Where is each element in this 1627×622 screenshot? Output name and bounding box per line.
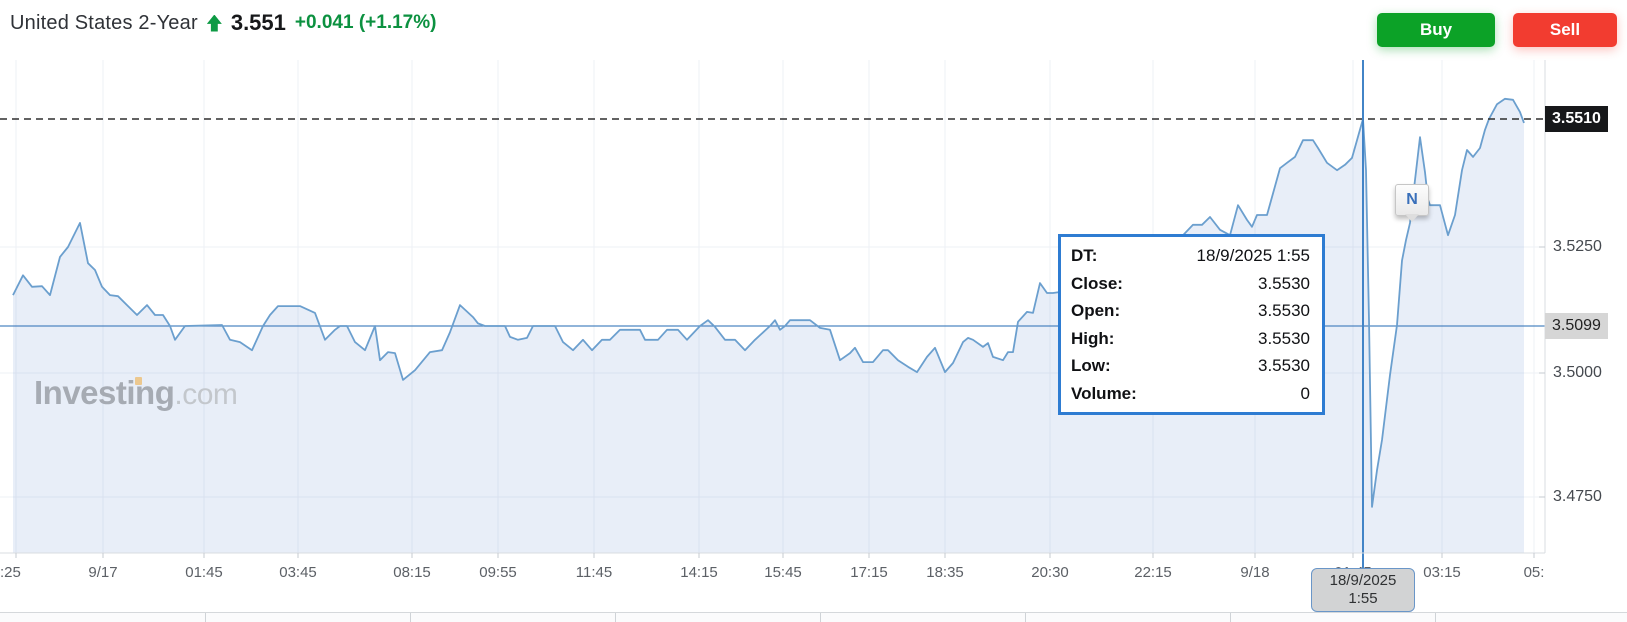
x-axis-label: 9/17 — [88, 564, 118, 581]
x-axis-label: 08:15 — [393, 564, 431, 581]
strip-divider — [1230, 613, 1231, 622]
tooltip-row: High: 3.5530 — [1071, 325, 1310, 352]
x-axis-label: 17:15 — [850, 564, 888, 581]
x-axis-label: 15:45 — [764, 564, 802, 581]
x-axis-label: 01:45 — [185, 564, 223, 581]
news-marker[interactable]: N — [1395, 184, 1429, 222]
y-axis-label: 3.5000 — [1553, 364, 1602, 381]
prev-close-badge: 3.5099 — [1545, 313, 1608, 339]
tooltip-value: 3.5530 — [1258, 273, 1310, 293]
x-axis-label: 03:15 — [1423, 564, 1461, 581]
x-axis-label: 9/18 — [1240, 564, 1270, 581]
strip-divider — [1435, 613, 1436, 622]
x-axis-label: 05: — [1523, 564, 1545, 581]
crosshair-date: 18/9/2025 — [1329, 572, 1397, 589]
x-axis-label: 14:15 — [680, 564, 718, 581]
tooltip-label: Volume: — [1071, 383, 1137, 403]
x-axis-label: 18:35 — [926, 564, 964, 581]
watermark-dot — [135, 377, 142, 385]
x-axis-label: 20:30 — [1031, 564, 1069, 581]
tooltip-value: 18/9/2025 1:55 — [1196, 246, 1310, 266]
sell-button[interactable]: Sell — [1513, 13, 1617, 47]
y-axis-label: 3.4750 — [1553, 488, 1602, 505]
watermark-suffix: .com — [174, 378, 238, 411]
tooltip-label: Open: — [1071, 301, 1121, 321]
tooltip-row: DT: 18/9/2025 1:55 — [1071, 242, 1310, 269]
tooltip-label: DT: — [1071, 246, 1098, 266]
y-axis-label: 3.5250 — [1553, 238, 1602, 255]
investing-watermark: Investing.com — [34, 374, 238, 412]
tooltip-label: Close: — [1071, 273, 1123, 293]
buy-button[interactable]: Buy — [1377, 13, 1495, 47]
tooltip-row: Close: 3.5530 — [1071, 270, 1310, 297]
x-axis-label: :25 — [0, 564, 21, 581]
tooltip-value: 3.5530 — [1258, 356, 1310, 376]
x-axis-label: 03:45 — [279, 564, 317, 581]
tooltip-row: Volume: 0 — [1071, 380, 1310, 407]
crosshair-time: 1:55 — [1348, 590, 1378, 607]
x-axis-label: 09:55 — [479, 564, 517, 581]
tooltip-label: Low: — [1071, 356, 1111, 376]
watermark-brand: Investing — [34, 374, 175, 411]
tooltip-value: 3.5530 — [1258, 328, 1310, 348]
bottom-strip — [0, 612, 1627, 622]
tooltip-row: Low: 3.5530 — [1071, 352, 1310, 379]
strip-divider — [820, 613, 821, 622]
crosshair-time-label: 18/9/2025 1:55 — [1311, 568, 1415, 612]
last-price: 3.551 — [230, 10, 286, 35]
strip-divider — [615, 613, 616, 622]
tooltip-label: High: — [1071, 328, 1115, 348]
strip-divider — [410, 613, 411, 622]
strip-divider — [1025, 613, 1026, 622]
area-fill — [13, 98, 1524, 554]
page-title: United States 2-Year — [10, 11, 198, 34]
x-axis-label: 22:15 — [1134, 564, 1172, 581]
instrument-summary: United States 2-Year 3.551 +0.041 (+1.17… — [10, 10, 436, 36]
price-change: +0.041 (+1.17%) — [294, 12, 437, 33]
tooltip-value: 3.5530 — [1258, 301, 1310, 321]
tooltip-value: 0 — [1300, 383, 1310, 403]
ohlc-tooltip: DT: 18/9/2025 1:55 Close: 3.5530 Open: 3.5530… — [1058, 234, 1325, 415]
instrument-header: United States 2-Year 3.551 +0.041 (+1.17… — [0, 0, 1627, 58]
x-axis-label: 11:45 — [575, 564, 613, 581]
strip-divider — [205, 613, 206, 622]
last-price-badge: 3.5510 — [1545, 106, 1608, 132]
tooltip-row: Open: 3.5530 — [1071, 297, 1310, 324]
